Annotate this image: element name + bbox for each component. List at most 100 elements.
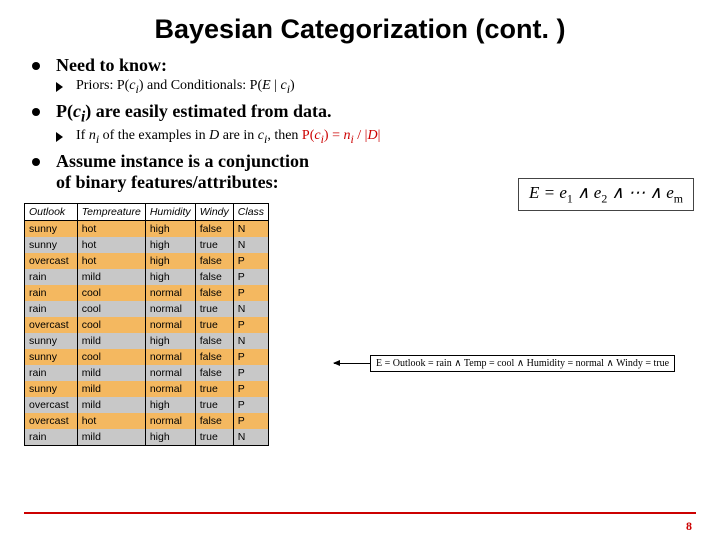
table-cell: N: [233, 333, 268, 349]
table-row: overcasthothighfalseP: [25, 253, 269, 269]
table-header: Class: [233, 204, 268, 221]
table-cell: P: [233, 381, 268, 397]
bullet-2: P(ci) are easily estimated from data. If…: [32, 101, 696, 147]
table-cell: hot: [77, 253, 145, 269]
annotation-text: E = Outlook = rain ∧ Temp = cool ∧ Humid…: [370, 355, 675, 372]
table-cell: normal: [145, 349, 195, 365]
table-cell: P: [233, 269, 268, 285]
bullet-1-text: Need to know:: [56, 55, 167, 75]
data-table: OutlookTempreatureHumidityWindyClass sun…: [24, 203, 269, 446]
table-cell: true: [195, 397, 233, 413]
table-cell: false: [195, 285, 233, 301]
table-cell: P: [233, 397, 268, 413]
table-header: Tempreature: [77, 204, 145, 221]
table-row: sunnyhothightrueN: [25, 237, 269, 253]
footer-divider: [24, 512, 696, 514]
table-cell: sunny: [25, 381, 78, 397]
table-cell: normal: [145, 285, 195, 301]
table-cell: N: [233, 301, 268, 317]
table-cell: normal: [145, 317, 195, 333]
table-row: overcasthotnormalfalseP: [25, 413, 269, 429]
table-cell: P: [233, 413, 268, 429]
bullet-1-sub: Priors: P(ci) and Conditionals: P(E | ci…: [56, 78, 696, 97]
arrow-icon: [334, 363, 370, 364]
table-cell: mild: [77, 365, 145, 381]
table-cell: true: [195, 317, 233, 333]
bullet-1: Need to know: Priors: P(ci) and Conditio…: [32, 55, 696, 97]
table-cell: N: [233, 237, 268, 253]
table-cell: high: [145, 221, 195, 238]
row-annotation: E = Outlook = rain ∧ Temp = cool ∧ Humid…: [334, 355, 675, 372]
table-row: rainmildhightrueN: [25, 429, 269, 446]
table-cell: normal: [145, 381, 195, 397]
table-cell: false: [195, 349, 233, 365]
table-header: Humidity: [145, 204, 195, 221]
table-cell: mild: [77, 333, 145, 349]
table-cell: P: [233, 349, 268, 365]
table-cell: N: [233, 221, 268, 238]
table-cell: high: [145, 269, 195, 285]
table-cell: false: [195, 221, 233, 238]
table-header: Windy: [195, 204, 233, 221]
table-cell: sunny: [25, 237, 78, 253]
table-cell: mild: [77, 429, 145, 446]
slide-title: Bayesian Categorization (cont. ): [24, 14, 696, 45]
table-cell: rain: [25, 269, 78, 285]
table-header: Outlook: [25, 204, 78, 221]
table-cell: overcast: [25, 317, 78, 333]
table-cell: rain: [25, 365, 78, 381]
table-row: overcastcoolnormaltrueP: [25, 317, 269, 333]
table-cell: overcast: [25, 253, 78, 269]
table-cell: false: [195, 365, 233, 381]
bullet-3-text: Assume instance is a conjunctionof binar…: [56, 151, 309, 192]
table-cell: hot: [77, 221, 145, 238]
bullet-list: Need to know: Priors: P(ci) and Conditio…: [24, 55, 696, 193]
table-cell: cool: [77, 301, 145, 317]
table-row: raincoolnormalfalseP: [25, 285, 269, 301]
table-cell: true: [195, 301, 233, 317]
table-cell: mild: [77, 269, 145, 285]
table-cell: high: [145, 253, 195, 269]
table-cell: P: [233, 253, 268, 269]
table-row: sunnycoolnormalfalseP: [25, 349, 269, 365]
table-row: overcastmildhightrueP: [25, 397, 269, 413]
table-cell: P: [233, 365, 268, 381]
table-cell: true: [195, 381, 233, 397]
table-cell: high: [145, 237, 195, 253]
table-cell: N: [233, 429, 268, 446]
table-cell: normal: [145, 301, 195, 317]
table-cell: cool: [77, 317, 145, 333]
bullet-2-sub: If ni of the examples in D are in ci, th…: [56, 128, 696, 147]
table-cell: true: [195, 429, 233, 446]
bullet-2-text: P(ci) are easily estimated from data.: [56, 101, 332, 121]
table-cell: sunny: [25, 333, 78, 349]
table-row: rainmildhighfalseP: [25, 269, 269, 285]
table-cell: rain: [25, 301, 78, 317]
table-cell: normal: [145, 365, 195, 381]
table-cell: cool: [77, 349, 145, 365]
table-cell: false: [195, 253, 233, 269]
table-cell: false: [195, 333, 233, 349]
table-cell: overcast: [25, 397, 78, 413]
table-cell: P: [233, 317, 268, 333]
table-cell: false: [195, 269, 233, 285]
table-cell: sunny: [25, 221, 78, 238]
table-row: sunnymildhighfalseN: [25, 333, 269, 349]
table-cell: overcast: [25, 413, 78, 429]
table-cell: mild: [77, 397, 145, 413]
table-cell: rain: [25, 429, 78, 446]
table-cell: high: [145, 429, 195, 446]
page-number: 8: [686, 519, 692, 534]
table-row: rainmildnormalfalseP: [25, 365, 269, 381]
table-cell: false: [195, 413, 233, 429]
table-cell: hot: [77, 237, 145, 253]
table-row: sunnyhothighfalseN: [25, 221, 269, 238]
table-cell: mild: [77, 381, 145, 397]
table-cell: high: [145, 333, 195, 349]
table-cell: sunny: [25, 349, 78, 365]
table-cell: high: [145, 397, 195, 413]
table-row: sunnymildnormaltrueP: [25, 381, 269, 397]
table-wrap: OutlookTempreatureHumidityWindyClass sun…: [24, 203, 696, 446]
table-cell: cool: [77, 285, 145, 301]
table-cell: rain: [25, 285, 78, 301]
